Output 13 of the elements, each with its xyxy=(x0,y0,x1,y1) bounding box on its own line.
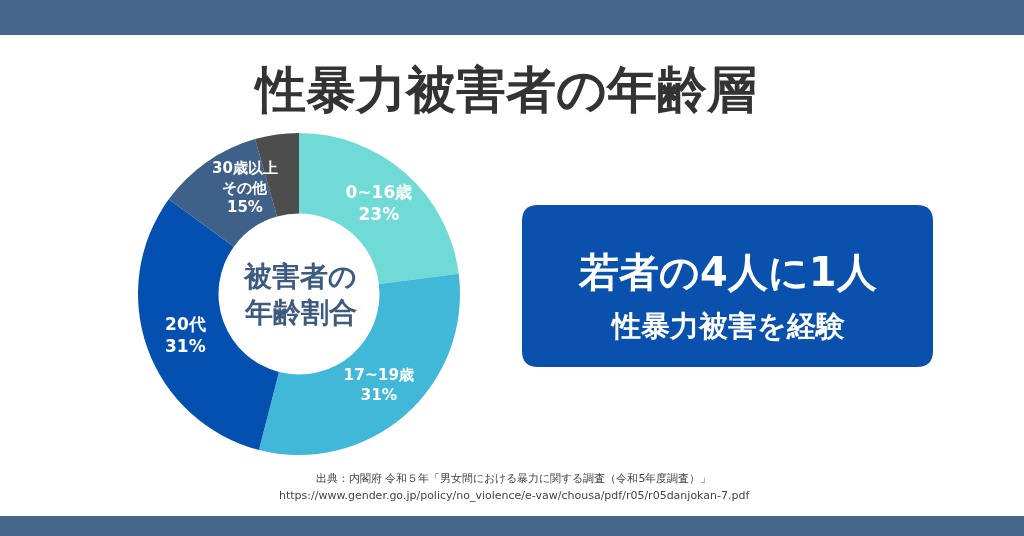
slice-label: 17~19歳 xyxy=(343,366,415,385)
data-label: 31% xyxy=(360,385,398,404)
source-note: 出典：内閣府 令和５年「男女間における暴力に関する調査（令和5年度調査）」 xyxy=(316,472,712,485)
slice-label: 20代 xyxy=(165,313,206,334)
text: 性暴力被害を経験 xyxy=(610,309,845,343)
data-label: 31% xyxy=(165,335,206,356)
text: 30歳以上その他15% xyxy=(212,159,278,216)
text: https://www.gender.go.jp/policy/no_violence/e-vaw/chousa/pdf/r05/r05danjokan-7.pdf xyxy=(279,489,751,502)
text: 被害者の年齢割合 xyxy=(242,260,357,330)
chart-title: 性暴力被害者の年齢層 xyxy=(253,61,757,119)
slice-label: 0~16歳 xyxy=(345,182,413,203)
data-label: 23% xyxy=(358,204,400,225)
text: 若者の4人に1人 xyxy=(578,249,878,295)
